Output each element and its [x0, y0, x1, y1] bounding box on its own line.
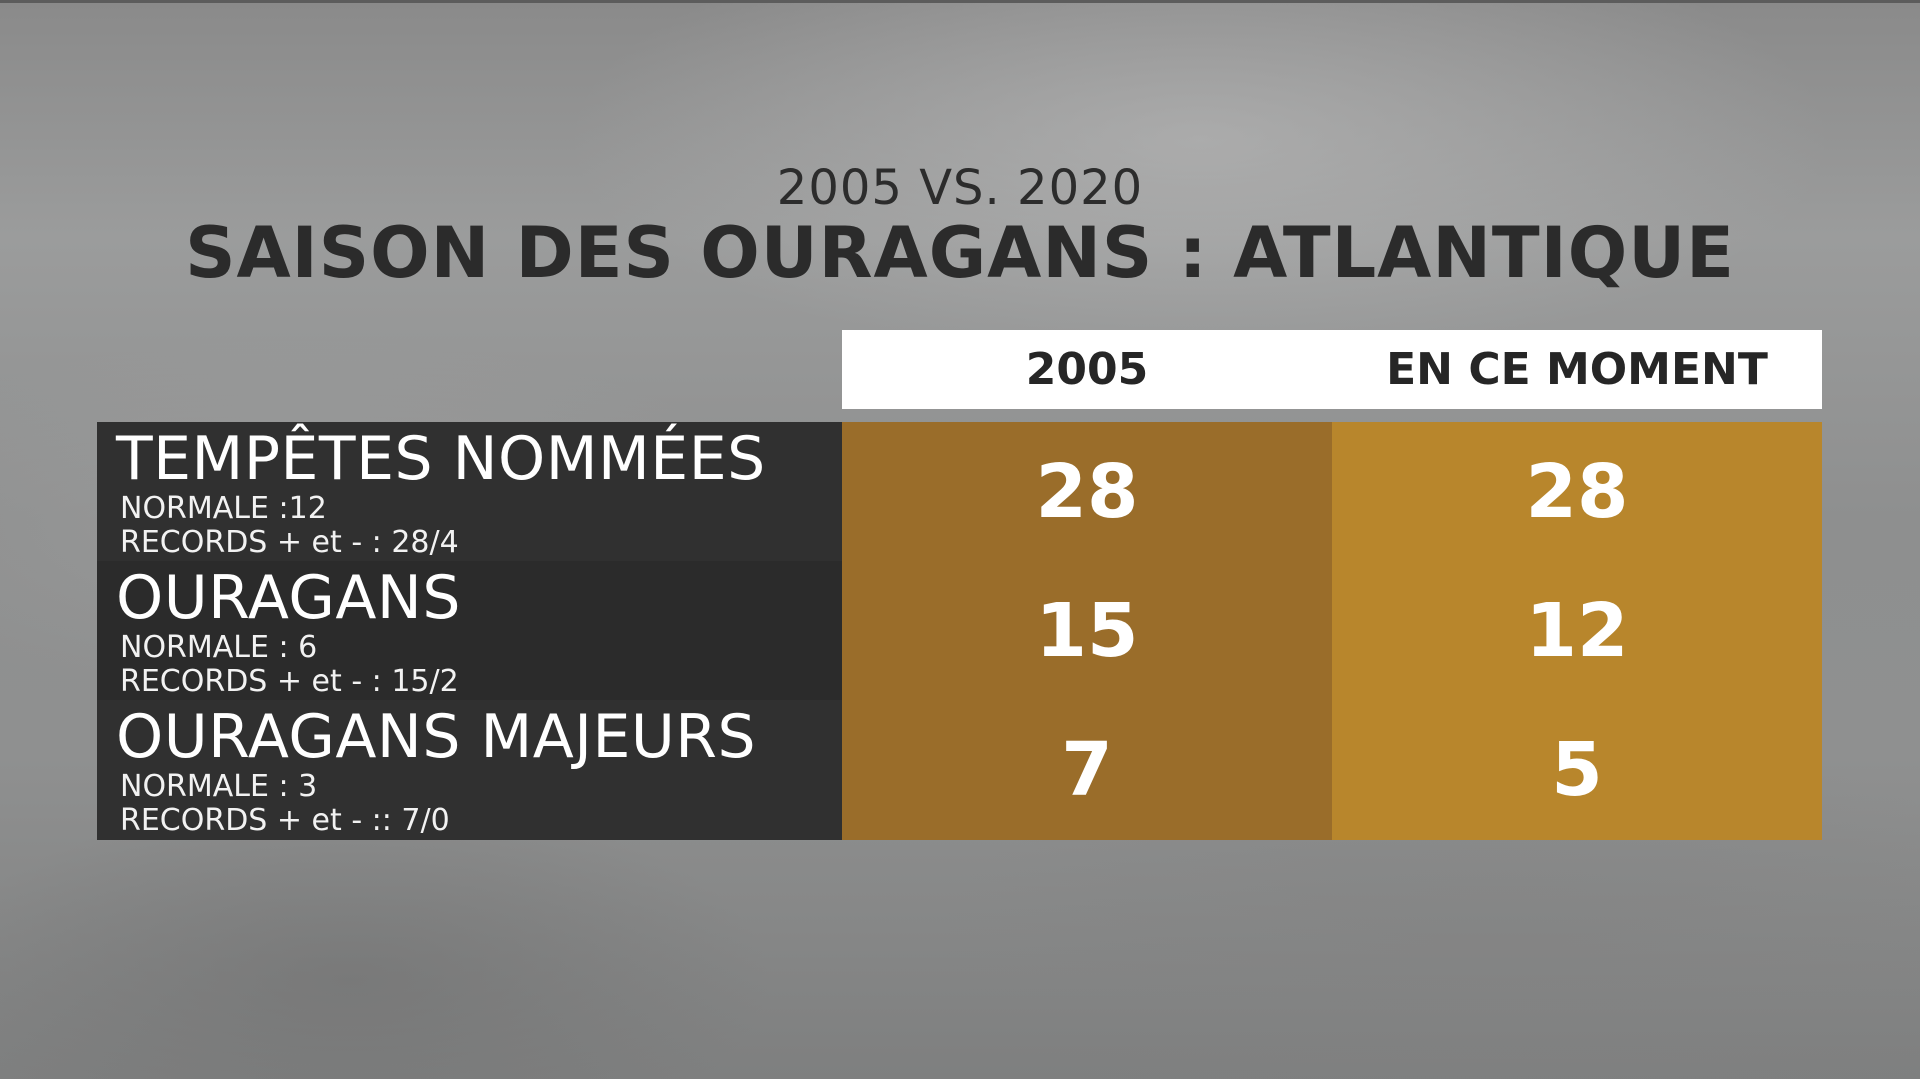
row-label: OURAGANS MAJEURS — [116, 702, 757, 772]
comparison-table: 2005 EN CE MOMENT TEMPÊTES NOMMÉES NORMA… — [97, 330, 1822, 840]
value-now: 5 — [1332, 700, 1822, 840]
table-row: TEMPÊTES NOMMÉES NORMALE :12 RECORDS + e… — [97, 422, 1822, 561]
row-label: OURAGANS — [116, 563, 461, 633]
page-title: SAISON DES OURAGANS : ATLANTIQUE — [185, 212, 1735, 294]
row-label-cell: TEMPÊTES NOMMÉES NORMALE :12 RECORDS + e… — [97, 422, 842, 561]
table-row: OURAGANS NORMALE : 6 RECORDS + et - : 15… — [97, 561, 1822, 700]
row-records: RECORDS + et - : 28/4 — [120, 525, 459, 560]
row-label-cell: OURAGANS MAJEURS NORMALE : 3 RECORDS + e… — [97, 700, 842, 840]
value-2005: 7 — [842, 700, 1332, 840]
row-label: TEMPÊTES NOMMÉES — [116, 424, 766, 494]
row-normal: NORMALE : 6 — [120, 630, 318, 665]
value-now: 28 — [1332, 422, 1822, 561]
value-now: 12 — [1332, 561, 1822, 700]
table-body: TEMPÊTES NOMMÉES NORMALE :12 RECORDS + e… — [97, 422, 1822, 840]
row-normal: NORMALE : 3 — [120, 769, 318, 804]
column-header-bar: 2005 EN CE MOMENT — [842, 330, 1822, 409]
column-header-now: EN CE MOMENT — [1386, 344, 1768, 395]
row-label-cell: OURAGANS NORMALE : 6 RECORDS + et - : 15… — [97, 561, 842, 700]
row-records: RECORDS + et - : 15/2 — [120, 664, 459, 699]
row-normal: NORMALE :12 — [120, 491, 327, 526]
value-2005: 15 — [842, 561, 1332, 700]
value-2005: 28 — [842, 422, 1332, 561]
column-header-2005: 2005 — [1025, 344, 1149, 395]
subtitle: 2005 VS. 2020 — [776, 160, 1144, 216]
row-records: RECORDS + et - :: 7/0 — [120, 803, 450, 838]
top-frame-line — [0, 0, 1920, 3]
table-row: OURAGANS MAJEURS NORMALE : 3 RECORDS + e… — [97, 700, 1822, 840]
